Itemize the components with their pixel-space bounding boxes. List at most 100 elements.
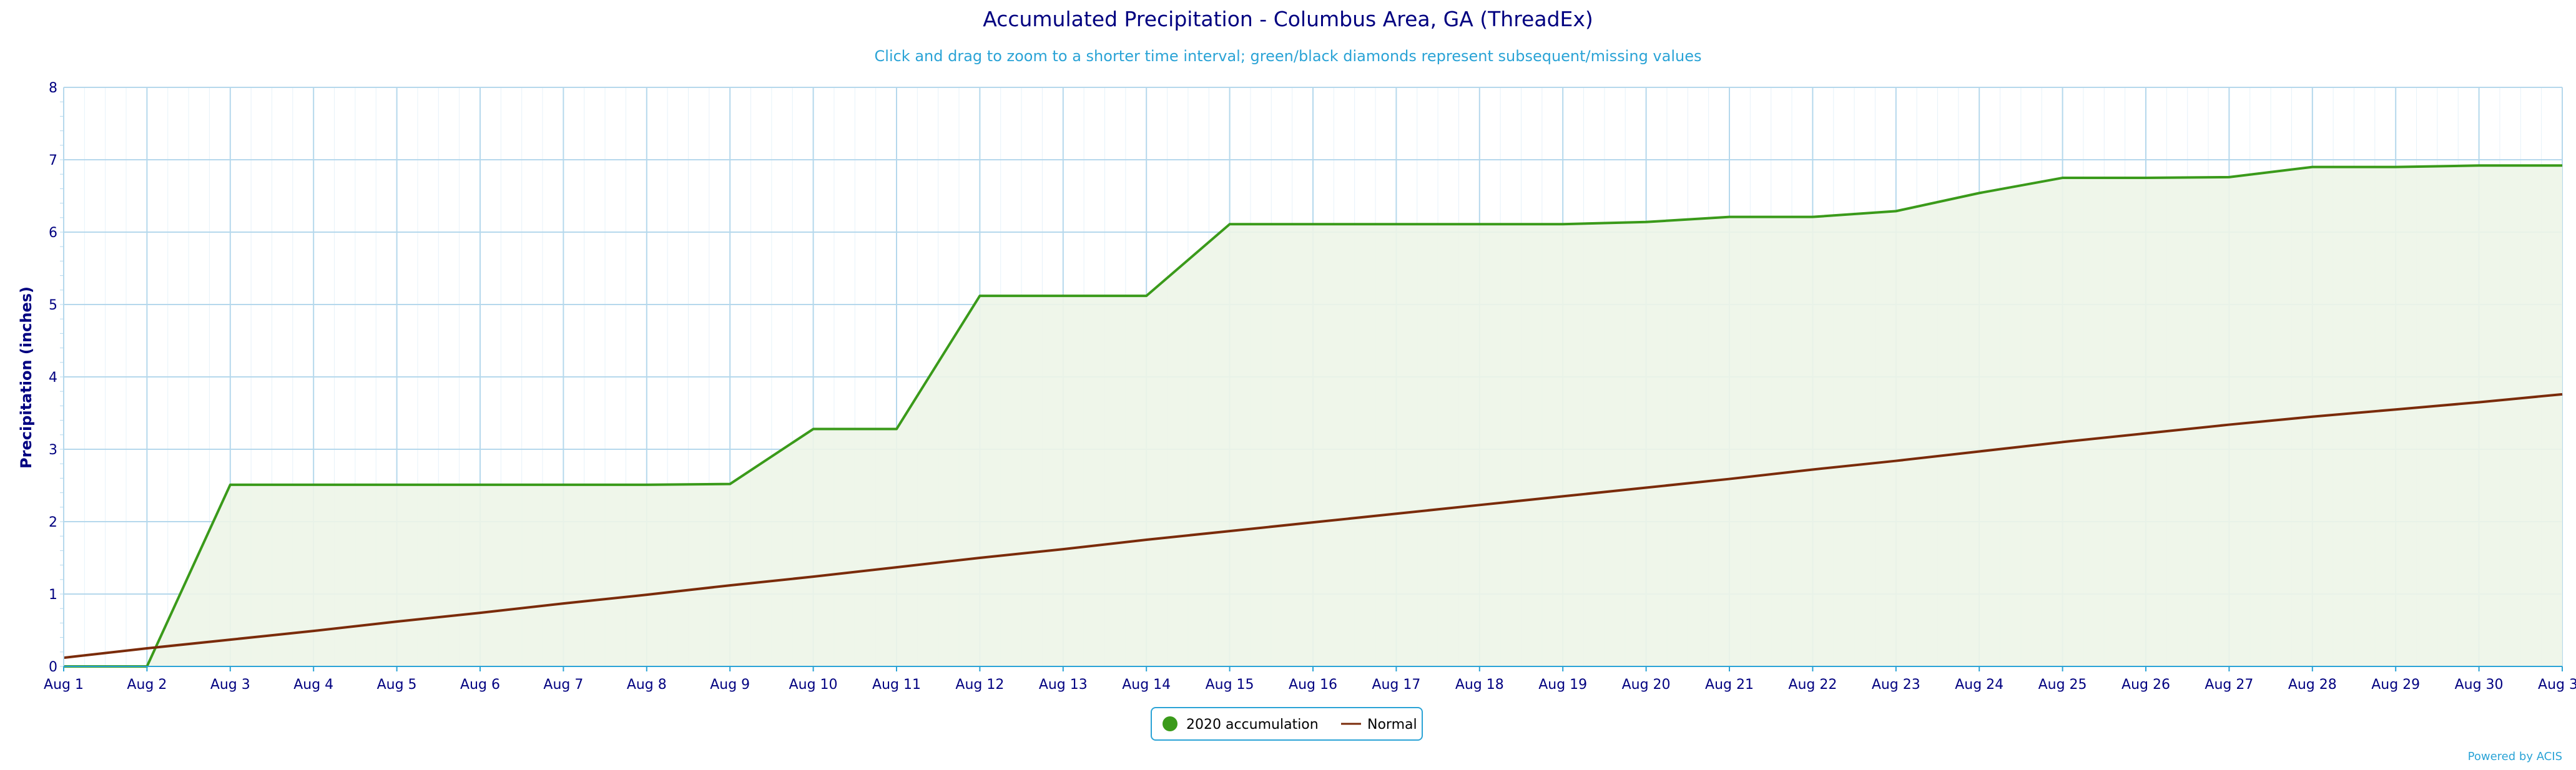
accumulation-point[interactable] (1478, 222, 1482, 226)
accumulation-point[interactable] (2144, 176, 2148, 180)
normal-point[interactable] (1644, 485, 1648, 489)
normal-point[interactable] (895, 565, 898, 569)
accumulation-point[interactable] (728, 482, 732, 486)
normal-point[interactable] (229, 638, 232, 641)
x-tick-label: Aug 5 (377, 677, 417, 693)
y-tick-label: 3 (49, 442, 57, 458)
x-tick-label: Aug 8 (627, 677, 667, 693)
accumulation-point[interactable] (2061, 176, 2065, 180)
x-tick-label: Aug 27 (2205, 677, 2253, 693)
legend-accumulation-marker (1163, 716, 1177, 731)
series-layer (63, 163, 2564, 668)
normal-point[interactable] (1811, 467, 1814, 471)
normal-point[interactable] (145, 646, 149, 650)
y-tick-label: 1 (49, 587, 57, 603)
x-tick-label: Aug 17 (1372, 677, 1420, 693)
normal-point[interactable] (645, 593, 649, 597)
accumulation-point[interactable] (1811, 215, 1814, 219)
normal-point[interactable] (1061, 547, 1065, 551)
normal-point[interactable] (1561, 494, 1565, 498)
x-tick-label: Aug 16 (1289, 677, 1337, 693)
accumulation-point[interactable] (312, 483, 315, 487)
y-tick-label: 4 (49, 370, 57, 386)
accumulation-area (64, 165, 2562, 666)
normal-point[interactable] (2560, 392, 2564, 396)
accumulation-point[interactable] (895, 427, 898, 431)
normal-point[interactable] (2227, 423, 2231, 427)
normal-point[interactable] (1228, 529, 1232, 533)
x-tick-label: Aug 21 (1705, 677, 1754, 693)
normal-point[interactable] (2061, 440, 2065, 444)
x-tick-label: Aug 22 (1788, 677, 1837, 693)
accumulation-point[interactable] (1561, 222, 1565, 226)
accumulation-point[interactable] (1977, 191, 1981, 195)
normal-point[interactable] (1311, 520, 1315, 524)
accumulation-point[interactable] (645, 483, 649, 487)
normal-point[interactable] (1977, 449, 1981, 453)
x-tick-label: Aug 1 (44, 677, 84, 693)
legend-accumulation-label: 2020 accumulation (1186, 717, 1319, 733)
credit-link[interactable]: Powered by ACIS (2468, 750, 2562, 763)
x-tick-label: Aug 6 (460, 677, 500, 693)
normal-point[interactable] (812, 575, 815, 578)
accumulation-point[interactable] (1061, 294, 1065, 298)
accumulation-series-line[interactable] (64, 164, 2562, 668)
legend-item-accumulation[interactable]: 2020 accumulation (1163, 716, 1319, 733)
normal-point[interactable] (2394, 407, 2397, 411)
normal-point[interactable] (312, 629, 315, 633)
normal-point[interactable] (2144, 431, 2148, 435)
normal-point[interactable] (1394, 512, 1398, 515)
x-tick-label: Aug 15 (1206, 677, 1254, 693)
x-tick-label: Aug 31 (2538, 677, 2576, 693)
accumulation-point[interactable] (1394, 222, 1398, 226)
y-axis-label: Precipitation (inches) (17, 286, 35, 469)
normal-point[interactable] (2311, 415, 2314, 419)
accumulation-point[interactable] (2227, 175, 2231, 179)
accumulation-point[interactable] (1894, 209, 1898, 213)
accumulation-point[interactable] (978, 294, 981, 298)
legend-item-normal[interactable]: Normal (1341, 717, 1417, 733)
x-tick-label: Aug 10 (789, 677, 838, 693)
x-tick-label: Aug 26 (2121, 677, 2170, 693)
accumulation-point[interactable] (1228, 222, 1232, 226)
x-tick-label: Aug 7 (543, 677, 583, 693)
accumulation-point[interactable] (1728, 215, 1731, 219)
accumulation-point[interactable] (1644, 220, 1648, 224)
normal-point[interactable] (978, 556, 981, 560)
x-tick-label: Aug 14 (1122, 677, 1171, 693)
x-tick-label: Aug 4 (293, 677, 333, 693)
normal-point[interactable] (1728, 477, 1731, 481)
accumulation-point[interactable] (2311, 165, 2314, 169)
x-tick-label: Aug 25 (2038, 677, 2087, 693)
accumulation-area-layer (64, 165, 2562, 666)
normal-point[interactable] (395, 620, 399, 623)
accumulation-point[interactable] (478, 483, 482, 487)
accumulation-point[interactable] (2477, 163, 2481, 167)
accumulation-point[interactable] (561, 483, 565, 487)
accumulation-point[interactable] (1144, 294, 1148, 298)
accumulation-point[interactable] (229, 483, 232, 487)
normal-point[interactable] (478, 611, 482, 615)
normal-point[interactable] (561, 602, 565, 605)
normal-point[interactable] (1478, 503, 1482, 507)
accumulation-point[interactable] (2394, 165, 2397, 169)
x-tick-label: Aug 2 (127, 677, 167, 693)
x-tick-label: Aug 29 (2371, 677, 2420, 693)
chart-subtitle: Click and drag to zoom to a shorter time… (875, 47, 1702, 65)
y-tick-label: 6 (49, 225, 57, 241)
accumulation-point[interactable] (2560, 163, 2564, 167)
normal-series-line[interactable] (63, 392, 2563, 660)
x-tick-label: Aug 13 (1039, 677, 1088, 693)
legend-box (1151, 707, 1423, 741)
y-tick-label: 7 (49, 153, 57, 168)
normal-point[interactable] (728, 583, 732, 587)
accumulation-point[interactable] (1311, 222, 1315, 226)
x-tick-label: Aug 20 (1622, 677, 1671, 693)
normal-point[interactable] (1894, 459, 1898, 463)
accumulation-point[interactable] (812, 427, 815, 431)
normal-point[interactable] (1144, 538, 1148, 542)
y-tick-label: 5 (49, 298, 57, 313)
accumulation-point[interactable] (395, 483, 399, 487)
normal-point[interactable] (2477, 401, 2481, 404)
